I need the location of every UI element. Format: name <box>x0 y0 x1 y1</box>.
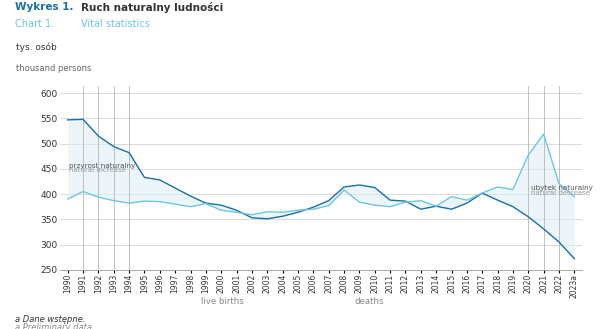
Text: Ruch naturalny ludności: Ruch naturalny ludności <box>81 2 223 13</box>
Text: tys. osób: tys. osób <box>16 43 56 52</box>
Text: Chart 1.: Chart 1. <box>15 19 54 29</box>
Text: thousand persons: thousand persons <box>16 63 91 73</box>
Text: ubytek naturalny: ubytek naturalny <box>532 185 593 191</box>
Text: Wykres 1.: Wykres 1. <box>15 2 74 12</box>
Text: deaths: deaths <box>354 297 384 306</box>
Text: Vital statistics: Vital statistics <box>81 19 150 29</box>
Text: a Preliminary data.: a Preliminary data. <box>15 323 95 329</box>
Text: natural increase: natural increase <box>69 167 126 173</box>
Text: live births: live births <box>200 297 244 306</box>
Text: przyrost naturalny: przyrost naturalny <box>69 163 136 169</box>
Text: a Dane wstępne.: a Dane wstępne. <box>15 315 85 324</box>
Text: natural decrease: natural decrease <box>532 190 590 195</box>
